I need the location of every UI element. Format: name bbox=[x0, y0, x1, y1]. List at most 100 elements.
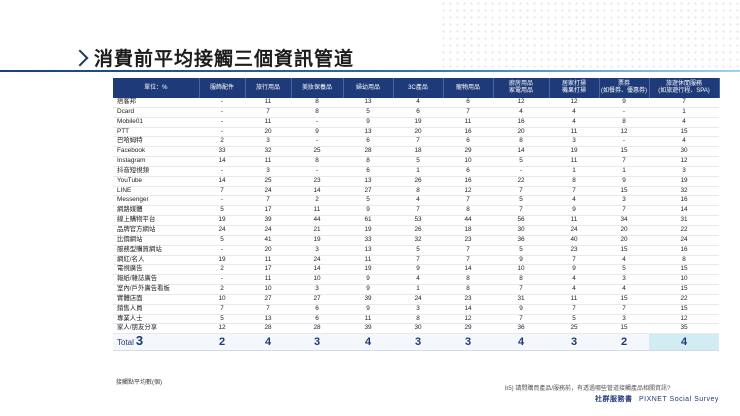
table-cell: 5 bbox=[599, 264, 649, 276]
table-cell: 14 bbox=[291, 186, 343, 197]
table-cell: 53 bbox=[393, 215, 443, 226]
table-cell: 4 bbox=[393, 195, 443, 207]
table-cell: 34 bbox=[599, 215, 649, 226]
table-cell: 61 bbox=[343, 215, 393, 226]
table-cell: 32 bbox=[393, 235, 443, 246]
row-label: 銷售人員 bbox=[113, 304, 199, 315]
total-average: 3 bbox=[135, 332, 144, 348]
table-cell: 5 bbox=[393, 156, 443, 167]
row-label: Facebook bbox=[113, 146, 199, 158]
table-cell: 4 bbox=[549, 195, 599, 207]
table-cell: 1 bbox=[649, 107, 719, 118]
table-cell: 5 bbox=[493, 156, 549, 167]
total-cell: 4 bbox=[649, 333, 719, 352]
table-cell: 23 bbox=[291, 176, 343, 187]
table-cell: 9 bbox=[549, 264, 599, 276]
table-cell: 7 bbox=[245, 304, 291, 315]
table-cell: 24 bbox=[199, 225, 245, 236]
table-cell: 30 bbox=[649, 146, 719, 158]
table-cell: 44 bbox=[291, 215, 343, 226]
decorative-dot-pattern bbox=[440, 0, 740, 70]
table-cell: 16 bbox=[443, 176, 493, 187]
table-cell: 12 bbox=[649, 314, 719, 325]
row-label: Instagram bbox=[113, 156, 199, 167]
table-cell: 15 bbox=[649, 264, 719, 276]
table-cell: 19 bbox=[199, 255, 245, 266]
table-cell: 9 bbox=[393, 264, 443, 276]
table-cell: 15 bbox=[599, 294, 649, 305]
row-label: Dcard bbox=[113, 107, 199, 118]
table-cell: 5 bbox=[493, 245, 549, 256]
table-cell: - bbox=[199, 107, 245, 118]
table-cell: 7 bbox=[549, 304, 599, 315]
total-cell: 3 bbox=[549, 333, 599, 352]
table-cell: 3 bbox=[245, 166, 291, 177]
table-cell: 7 bbox=[649, 98, 719, 108]
table-cell: 7 bbox=[493, 205, 549, 217]
table-cell: 4 bbox=[393, 274, 443, 286]
table-cell: 5 bbox=[199, 205, 245, 217]
table-cell: 11 bbox=[245, 274, 291, 286]
table-cell: 39 bbox=[343, 323, 393, 335]
table-cell: 3 bbox=[245, 136, 291, 148]
total-cell: 4 bbox=[343, 333, 393, 352]
table-cell: 3 bbox=[599, 195, 649, 207]
total-cell: 2 bbox=[199, 333, 245, 352]
table-cell: 12 bbox=[649, 156, 719, 167]
table-row: 網路媒體 5 17 11 9 7 8 7 9 7 14 bbox=[113, 205, 719, 217]
table-cell: 7 bbox=[549, 255, 599, 266]
table-cell: 11 bbox=[549, 294, 599, 305]
table-cell: 5 bbox=[393, 245, 443, 256]
table-cell: 11 bbox=[549, 156, 599, 167]
brand-en: PIXNET Social Survey bbox=[638, 396, 719, 403]
table-cell: 9 bbox=[493, 304, 549, 315]
table-cell: - bbox=[199, 127, 245, 138]
table-cell: 14 bbox=[649, 205, 719, 217]
table-cell: - bbox=[599, 107, 649, 118]
row-label: 網紅/名人 bbox=[113, 255, 199, 266]
table-cell: 12 bbox=[549, 98, 599, 108]
total-cell: 4 bbox=[493, 333, 549, 352]
table-cell: 19 bbox=[649, 176, 719, 187]
table-cell: 6 bbox=[443, 136, 493, 148]
table-cell: 3 bbox=[291, 245, 343, 256]
table-row: Facebook 33 32 25 28 18 29 14 19 15 30 bbox=[113, 146, 719, 158]
table-cell: 19 bbox=[343, 225, 393, 236]
table-cell: 4 bbox=[599, 284, 649, 295]
table-cell: 10 bbox=[493, 264, 549, 276]
table-cell: 22 bbox=[649, 294, 719, 305]
table-cell: 12 bbox=[599, 127, 649, 138]
table-cell: 6 bbox=[291, 314, 343, 325]
table-cell: 12 bbox=[493, 98, 549, 108]
column-header: 3C產品 bbox=[393, 78, 444, 98]
table-cell: 3 bbox=[393, 304, 443, 315]
table-cell: 16 bbox=[493, 117, 549, 128]
table-cell: 15 bbox=[599, 146, 649, 158]
table-cell: 20 bbox=[599, 225, 649, 236]
table-cell: 7 bbox=[443, 255, 493, 266]
table-cell: 8 bbox=[443, 284, 493, 295]
table-cell: 39 bbox=[343, 294, 393, 305]
table-cell: 7 bbox=[443, 195, 493, 207]
table-cell: 30 bbox=[493, 225, 549, 236]
table-row: 品牌官方網站 24 24 21 19 26 18 30 24 20 22 bbox=[113, 225, 719, 236]
table-cell: 28 bbox=[343, 146, 393, 158]
table-cell: 22 bbox=[493, 176, 549, 187]
table-row: 報紙/雜誌廣告 -11 10 9 4 8 8 4 3 10 bbox=[113, 274, 719, 286]
table-cell: 21 bbox=[291, 225, 343, 236]
column-header: 廚房用品 家電用品 bbox=[493, 78, 550, 98]
table-cell: 30 bbox=[393, 323, 443, 335]
table-cell: 36 bbox=[493, 235, 549, 246]
table-cell: 14 bbox=[199, 156, 245, 167]
table-cell: 20 bbox=[599, 235, 649, 246]
table-cell: - bbox=[199, 166, 245, 177]
table-cell: 14 bbox=[493, 146, 549, 158]
table-cell: 4 bbox=[393, 98, 443, 108]
table-cell: 3 bbox=[599, 314, 649, 325]
table-row: 服務型購買網站 -20 3 13 5 7 5 23 15 16 bbox=[113, 245, 719, 256]
table-cell: 4 bbox=[549, 107, 599, 118]
row-label: 品牌官方網站 bbox=[113, 225, 199, 236]
table-cell: 19 bbox=[291, 235, 343, 246]
table-cell: 20 bbox=[245, 245, 291, 256]
table-cell: 11 bbox=[245, 255, 291, 266]
